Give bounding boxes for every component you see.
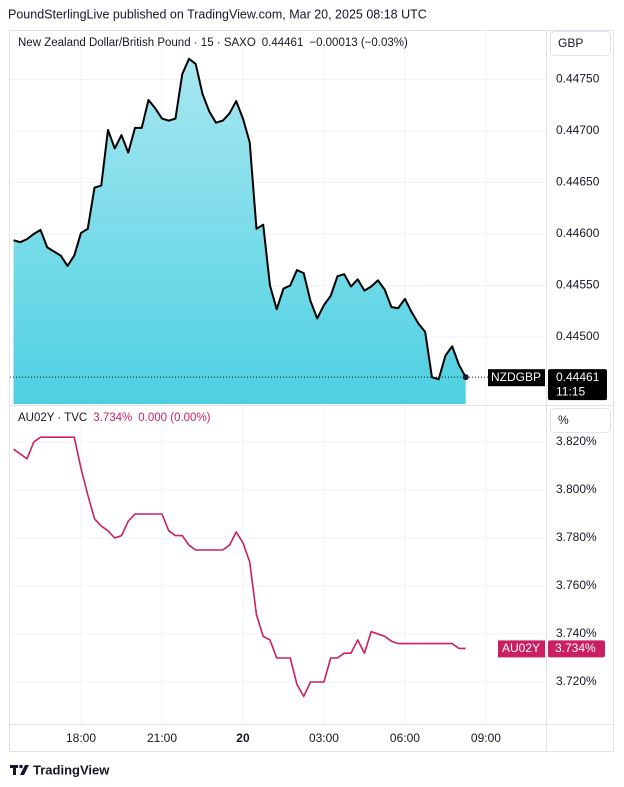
pane-legend: AU02Y · TVC 3.734% 0.000 (0.00%) bbox=[18, 412, 211, 424]
y-tick-label: 3.760% bbox=[556, 578, 597, 592]
legend-change: 0.000 (0.00%) bbox=[138, 412, 210, 424]
y-tick-label: 0.44650 bbox=[556, 175, 600, 189]
legend-title: AU02Y · TVC bbox=[18, 412, 87, 424]
legend-last: 3.734% bbox=[93, 412, 132, 424]
countdown-tag: 11:15 bbox=[556, 384, 585, 398]
symbol-tag-bg bbox=[498, 640, 545, 658]
price-tag-bg bbox=[548, 369, 607, 401]
legend-title: New Zealand Dollar/British Pound · 15 · … bbox=[18, 37, 256, 49]
legend-last: 0.44461 bbox=[262, 37, 304, 49]
y-tick-label: 0.44500 bbox=[556, 329, 600, 343]
symbol-tag: AU02Y bbox=[502, 641, 540, 655]
chart-frame bbox=[9, 30, 614, 752]
y-tick-label: 3.780% bbox=[556, 530, 597, 544]
footer-logo bbox=[10, 764, 29, 775]
symbol-tag-bg bbox=[488, 369, 545, 387]
x-tick-label: 20 bbox=[236, 731, 250, 745]
legend-change: −0.00013 (−0.03%) bbox=[309, 37, 408, 49]
y-tick-label: 0.44700 bbox=[556, 123, 600, 137]
y-tick-label: 0.44600 bbox=[556, 226, 600, 240]
currency-box[interactable] bbox=[550, 31, 611, 56]
pane: 3.720% 3.740% 3.760% 3.780% 3.800% 3.820% AU02… bbox=[10, 406, 605, 724]
publish-header: PoundSterlingLive published on TradingVi… bbox=[8, 7, 427, 21]
y-tick-label: 3.720% bbox=[556, 674, 597, 688]
y-tick-label: 3.820% bbox=[556, 434, 597, 448]
area-fill bbox=[13, 58, 466, 404]
y-tick-label: 3.740% bbox=[556, 626, 597, 640]
pane-legend: New Zealand Dollar/British Pound · 15 · … bbox=[18, 37, 408, 49]
x-tick-label: 18:00 bbox=[66, 731, 96, 745]
y-tick-label: 3.800% bbox=[556, 482, 597, 496]
unit-box[interactable] bbox=[550, 408, 611, 433]
x-tick-label: 03:00 bbox=[309, 731, 339, 745]
symbol-tag: NZDGBP bbox=[491, 370, 541, 384]
pane: 0.44500 0.44550 0.44600 0.44650 0.44700 0.447… bbox=[10, 31, 607, 405]
footer-brand: TradingView bbox=[33, 762, 110, 777]
currency-label[interactable]: GBP bbox=[558, 36, 583, 50]
y-tick-label: 0.44750 bbox=[556, 72, 600, 86]
price-tag-bg bbox=[548, 640, 605, 658]
price-tag: 0.44461 bbox=[556, 370, 600, 384]
x-tick-label: 09:00 bbox=[471, 731, 501, 745]
x-tick-label: 21:00 bbox=[147, 731, 177, 745]
x-tick-label: 06:00 bbox=[390, 731, 420, 745]
price-tag: 3.734% bbox=[555, 641, 596, 655]
last-point bbox=[462, 374, 469, 381]
price-line bbox=[13, 57, 467, 381]
price-line bbox=[13, 436, 466, 698]
y-tick-label: 0.44550 bbox=[556, 278, 600, 292]
unit-label[interactable]: % bbox=[558, 413, 569, 427]
